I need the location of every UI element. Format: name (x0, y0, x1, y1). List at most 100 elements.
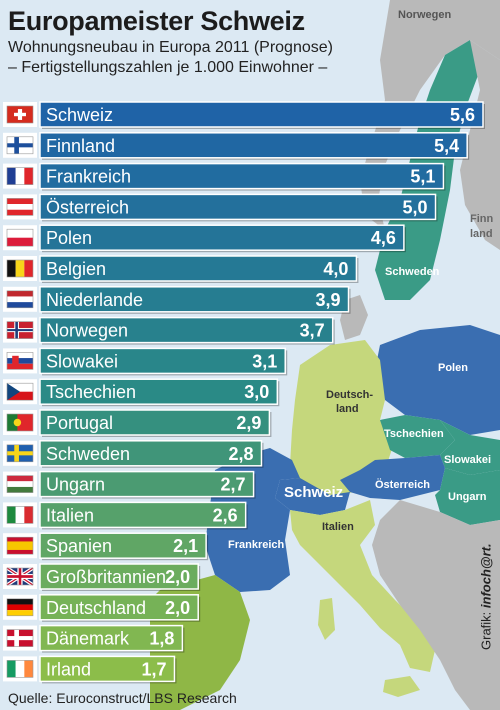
bar (39, 286, 350, 313)
chart-subtitle-2: – Fertigstellungszahlen je 1.000 Einwohn… (8, 59, 328, 76)
bar-value-label: 2,7 (221, 475, 246, 495)
bar-row: Dänemark 1,8 (3, 624, 185, 653)
chart-subtitle-1: Wohnungsneubau in Europa 2011 (Prognose) (8, 39, 333, 56)
bar (39, 624, 184, 652)
map-austria (340, 455, 445, 500)
bar-row: Tschechien 3,0 (3, 378, 280, 407)
bar-category-label: Schweden (46, 444, 130, 464)
bar-value-label: 1,8 (149, 629, 174, 649)
flag-poland-icon (6, 228, 34, 247)
bar-row: Schweden 2,8 (3, 440, 264, 468)
flag-sweden-icon (6, 444, 34, 463)
chart-title: Europameister Schweiz (8, 6, 305, 36)
flag-finland-icon (6, 136, 34, 155)
credit-brand: infoch@rt. (479, 543, 494, 609)
credit-prefix: Grafik: (479, 611, 494, 650)
bar (39, 193, 437, 221)
bar-category-label: Spanien (46, 536, 112, 556)
bar-category-label: Tschechien (46, 382, 136, 402)
flag-italy-icon (6, 506, 34, 524)
bar-category-label: Italien (46, 505, 94, 525)
bar (39, 162, 445, 190)
map-italy (290, 500, 435, 672)
map-slovakia (440, 420, 500, 475)
flag-hungary-icon (6, 475, 34, 493)
map-label-oesterreich: Österreich (375, 478, 430, 491)
bar-value-label: 5,4 (434, 136, 459, 156)
bar (39, 255, 358, 282)
map-label-deutschland-1: Deutsch- (326, 389, 373, 401)
bar-row: Österreich 5,0 (3, 193, 438, 222)
map-label-finnland-2: land (470, 228, 493, 240)
bar-category-label: Norwegen (46, 321, 128, 341)
map-label-deutschland-2: land (336, 403, 359, 415)
map-label-frankreich: Frankreich (228, 539, 285, 551)
bar-category-label: Belgien (46, 259, 106, 279)
bar-value-label: 3,9 (315, 290, 340, 310)
bar (39, 224, 405, 251)
bar-category-label: Österreich (46, 197, 129, 217)
bar (39, 101, 484, 128)
bar-category-label: Niederlande (46, 290, 143, 310)
flag-denmark-icon (6, 629, 34, 647)
bar-row: Schweiz 5,6 (3, 101, 485, 129)
bar-value-label: 2,1 (173, 536, 198, 556)
map-label-norwegen: Norwegen (398, 9, 451, 21)
bar (39, 132, 468, 159)
map-sicily (383, 676, 420, 697)
bar-category-label: Irland (46, 659, 91, 679)
map-label-polen: Polen (438, 362, 468, 374)
flag-belgium-icon (6, 259, 34, 278)
map-label-tschechien: Tschechien (384, 428, 444, 440)
map-label-slowakei: Slowakei (444, 454, 491, 466)
bar-row: Slowakei 3,1 (3, 347, 288, 376)
bar-row: Finnland 5,4 (3, 132, 470, 160)
flag-united-kingdom-icon (6, 566, 34, 587)
graphic-credit: Grafik: infoch@rt. (479, 543, 494, 650)
bar-category-label: Ungarn (46, 475, 105, 495)
map-label-italien: Italien (322, 521, 354, 533)
flag-austria-icon (6, 198, 34, 216)
map-label-ungarn: Ungarn (448, 491, 487, 503)
bar-category-label: Dänemark (46, 629, 130, 649)
bar-category-label: Portugal (46, 413, 113, 433)
map-poland (375, 325, 500, 435)
bar-value-label: 5,6 (450, 105, 475, 125)
bar-row: Norwegen 3,7 (3, 316, 335, 345)
bar-row: Belgien 4,0 (3, 255, 359, 283)
bar-value-label: 2,0 (165, 567, 190, 587)
bar-value-label: 5,1 (410, 167, 435, 187)
bar-row: Frankreich 5,1 (3, 162, 446, 191)
bar-row: Irland 1,7 (3, 655, 177, 684)
bar-row: Portugal 2,9 (3, 409, 272, 437)
bar-category-label: Schweiz (46, 105, 113, 125)
bar-value-label: 3,7 (300, 321, 325, 341)
map-label-schweden: Schweden (385, 266, 440, 278)
bar (39, 563, 199, 590)
bar-category-label: Großbritannien (46, 567, 166, 587)
flag-portugal-icon (6, 413, 34, 432)
map-switzerland (275, 478, 350, 515)
flag-netherlands-icon (6, 290, 34, 309)
bar-value-label: 2,9 (236, 413, 261, 433)
bar-value-label: 3,0 (244, 382, 269, 402)
bar-row: Ungarn 2,7 (3, 470, 256, 499)
flag-switzerland-icon (6, 105, 34, 124)
bar-value-label: 2,6 (213, 505, 238, 525)
bar-value-label: 1,7 (141, 659, 166, 679)
bar-value-label: 3,1 (252, 351, 277, 371)
bar-row: Spanien 2,1 (3, 532, 209, 561)
bar-value-label: 2,0 (165, 598, 190, 618)
bar (39, 501, 247, 529)
map-sardinia (318, 598, 335, 640)
flag-norway-icon (6, 321, 34, 339)
map-germany (290, 340, 395, 495)
bar (39, 409, 271, 436)
bar-row: Italien 2,6 (3, 501, 248, 530)
bar-row: Polen 4,6 (3, 224, 406, 253)
bar (39, 594, 199, 621)
map-finland (460, 40, 500, 250)
flag-czechia-icon (6, 382, 34, 401)
bar (39, 440, 263, 467)
